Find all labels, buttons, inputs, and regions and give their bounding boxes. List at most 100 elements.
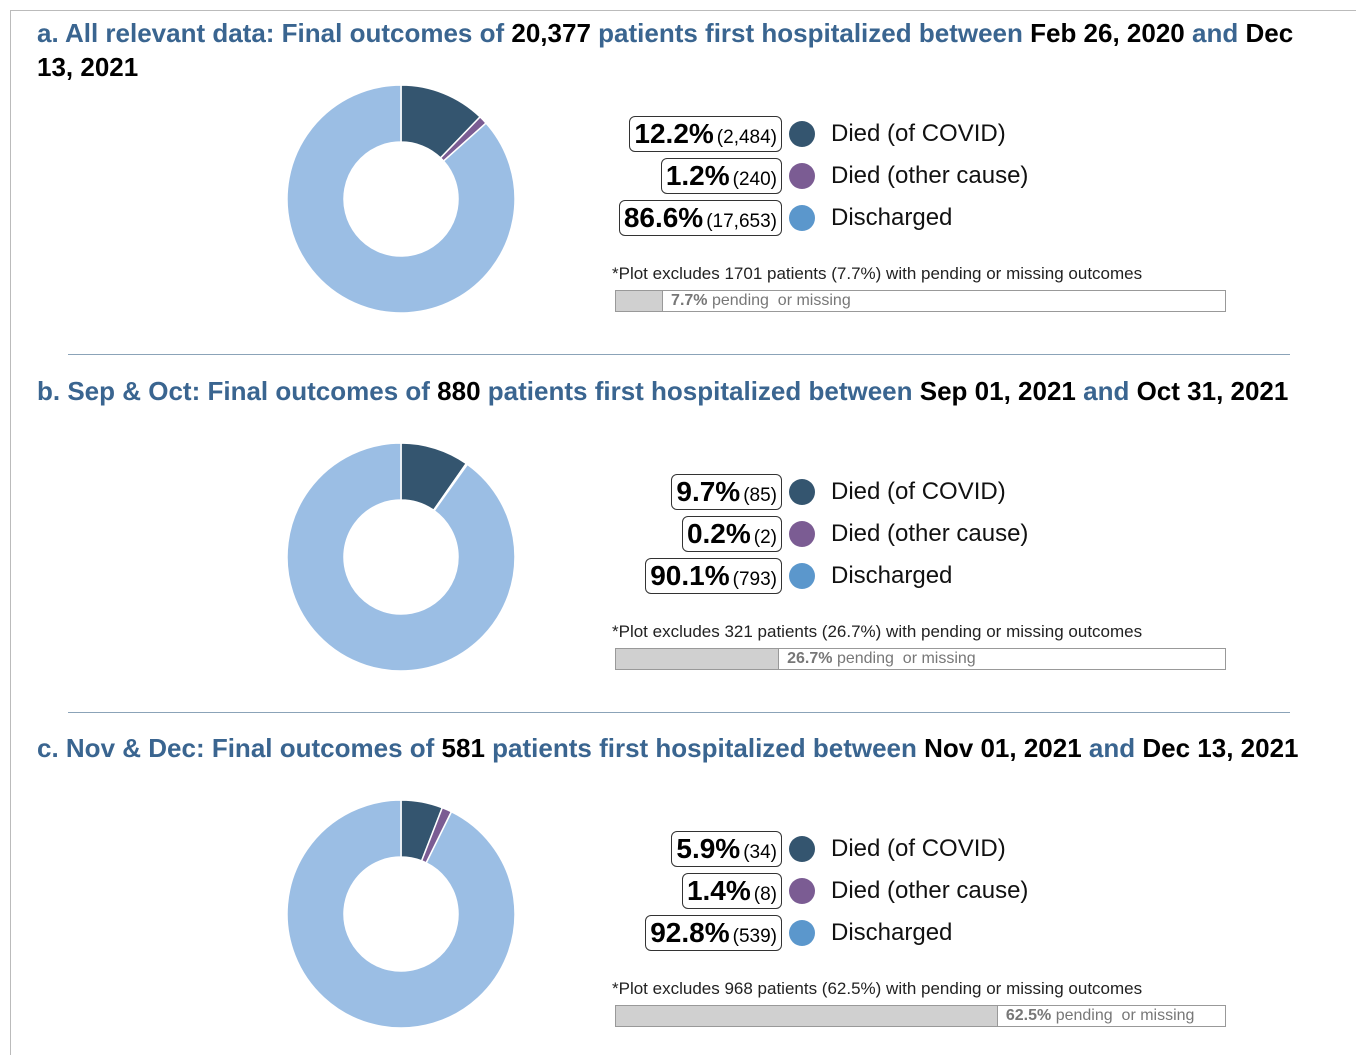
legend-dot xyxy=(789,878,815,904)
missing-bar: 7.7% pending or missing xyxy=(615,290,1226,312)
frame xyxy=(10,10,1356,1055)
count-label: (539) xyxy=(732,926,777,947)
title-part: and xyxy=(1088,733,1136,763)
value-label: 5.9% xyxy=(676,833,741,864)
title-part: b. Sep & Oct: Final outcomes of xyxy=(37,375,430,406)
count-label: (793) xyxy=(732,568,777,590)
value-box: 0.2% (2) xyxy=(681,515,782,552)
missing-label: 26.7% pending or missing xyxy=(787,650,976,668)
missing-fill xyxy=(616,648,780,669)
title-part: a. All relevant data: Final outcomes of xyxy=(37,18,505,48)
title-part: Dec 13, 2021 xyxy=(1142,733,1299,763)
value-box: 1.4% (8) xyxy=(681,873,782,909)
legend-row: 12.2% (2,484) Died (of COVID) xyxy=(560,113,1028,155)
missing-text: pending or missing xyxy=(711,292,851,309)
value-label: 0.2% xyxy=(686,517,751,549)
legend-label: Died (of COVID) xyxy=(831,835,1006,862)
legend-dot xyxy=(789,205,815,231)
legend-dot xyxy=(789,163,815,189)
legend-label: Discharged xyxy=(831,561,953,589)
missing-text: pending or missing xyxy=(836,649,976,667)
missing-value: 62.5% xyxy=(1005,1007,1052,1024)
count-label: (34) xyxy=(743,842,777,863)
count-label: (17,653) xyxy=(706,211,777,232)
count-label: (8) xyxy=(753,884,777,905)
missing-label: 62.5% pending or missing xyxy=(1006,1007,1195,1025)
legend-label: Discharged xyxy=(831,919,953,946)
legend-value: 90.1% (793) xyxy=(560,557,782,594)
legend-label: Died (other cause) xyxy=(831,519,1029,547)
title-part: Nov 01, 2021 xyxy=(924,733,1082,763)
legend-dot xyxy=(789,520,815,547)
divider xyxy=(68,711,1290,713)
title-part: c. Nov & Dec: Final outcomes of xyxy=(37,733,435,763)
legend-row: 5.9% (34) Died (of COVID) xyxy=(560,828,1028,870)
missing-bar: 62.5% pending or missing xyxy=(615,1005,1226,1027)
legend-dot xyxy=(789,920,815,946)
title-part: and xyxy=(1083,375,1130,406)
legend-value: 12.2% (2,484) xyxy=(560,116,782,152)
legend: 12.2% (2,484) Died (of COVID) 1.2% (240) Died… xyxy=(560,113,1028,239)
chart-title: c. Nov & Dec: Final outcomes of 581 pati… xyxy=(37,731,1322,765)
legend-row: 1.4% (8) Died (other cause) xyxy=(560,870,1028,912)
legend-value: 1.4% (8) xyxy=(560,873,782,909)
legend-value: 86.6% (17,653) xyxy=(560,200,782,236)
value-box: 12.2% (2,484) xyxy=(629,116,782,152)
legend-label: Died (of COVID) xyxy=(831,120,1006,147)
missing-label: 7.7% pending or missing xyxy=(671,292,851,310)
legend: 5.9% (34) Died (of COVID) 1.4% (8) Died (othe… xyxy=(560,828,1028,954)
donut-slice xyxy=(286,84,516,314)
legend-row: 9.7% (85) Died (of COVID) xyxy=(560,471,1028,513)
value-label: 92.8% xyxy=(650,917,730,948)
value-box: 1.2% (240) xyxy=(660,158,782,194)
count-label: (85) xyxy=(743,484,777,506)
divider xyxy=(68,354,1290,355)
value-box: 90.1% (793) xyxy=(645,557,782,594)
missing-fill xyxy=(616,1006,998,1026)
note: *Plot excludes 968 patients (62.5%) with… xyxy=(612,979,1143,998)
donut-chart xyxy=(286,84,516,314)
legend-value: 5.9% (34) xyxy=(560,831,782,867)
legend-label: Discharged xyxy=(831,204,953,231)
legend-row: 92.8% (539) Discharged xyxy=(560,912,1028,954)
missing-text: pending or missing xyxy=(1055,1007,1195,1024)
title-part: patients first hospitalized between xyxy=(492,733,917,763)
legend-value: 1.2% (240) xyxy=(560,158,782,194)
title-part: Sep 01, 2021 xyxy=(919,375,1076,406)
legend-row: 90.1% (793) Discharged xyxy=(560,555,1028,597)
value-label: 90.1% xyxy=(650,559,730,591)
value-box: 86.6% (17,653) xyxy=(618,200,782,236)
count-label: (2,484) xyxy=(716,127,777,148)
chart-section: c. Nov & Dec: Final outcomes of 581 pati… xyxy=(0,715,1357,1056)
legend-dot xyxy=(789,562,815,589)
legend-dot xyxy=(789,836,815,862)
legend-value: 92.8% (539) xyxy=(560,915,782,951)
donut-slice xyxy=(286,799,516,1029)
title-part: patients first hospitalized between xyxy=(487,375,913,406)
legend-label: Died (other cause) xyxy=(831,877,1029,904)
title-part: Feb 26, 2020 xyxy=(1030,18,1185,48)
title-part: and xyxy=(1192,18,1239,48)
value-label: 1.2% xyxy=(665,160,730,191)
chart-section: b. Sep & Oct: Final outcomes of 880 pati… xyxy=(0,358,1357,715)
donut-chart xyxy=(286,441,516,672)
value-box: 9.7% (85) xyxy=(671,473,782,510)
legend-dot xyxy=(789,478,815,505)
missing-bar: 26.7% pending or missing xyxy=(615,647,1226,670)
title-part: 20,377 xyxy=(511,18,591,48)
legend-value: 9.7% (85) xyxy=(560,473,782,510)
missing-value: 7.7% xyxy=(671,292,708,309)
count-label: (240) xyxy=(732,169,777,190)
title-part: Dec 13, 2021 xyxy=(37,18,1294,82)
legend-label: Died (of COVID) xyxy=(831,477,1006,505)
count-label: (2) xyxy=(753,526,777,548)
missing-fill xyxy=(616,291,664,311)
donut-slice xyxy=(286,441,516,672)
note: *Plot excludes 1701 patients (7.7%) with… xyxy=(612,264,1143,283)
legend: 9.7% (85) Died (of COVID) 0.2% (2) Died (othe… xyxy=(560,471,1028,597)
note: *Plot excludes 321 patients (26.7%) with… xyxy=(612,621,1143,641)
donut-chart xyxy=(286,799,516,1029)
title-part: patients first hospitalized between xyxy=(598,18,1023,48)
title-part: 880 xyxy=(437,375,481,406)
